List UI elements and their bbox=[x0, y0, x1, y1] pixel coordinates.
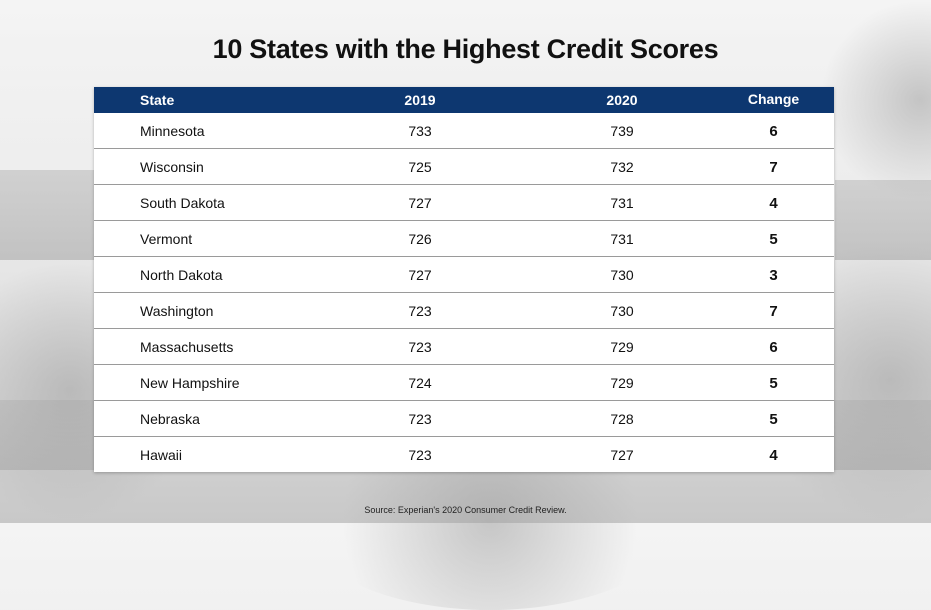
cell-2019: 723 bbox=[408, 302, 432, 319]
cell-2019: 733 bbox=[408, 122, 432, 139]
cell-change: 5 bbox=[769, 375, 778, 392]
cell-2019: 727 bbox=[408, 266, 432, 283]
cell-2019: 726 bbox=[408, 230, 432, 247]
cell-2019: 723 bbox=[408, 410, 432, 427]
table-row: North Dakota 727 730 3 bbox=[94, 256, 834, 292]
cell-2020: 730 bbox=[610, 302, 634, 319]
cell-state: Massachusetts bbox=[140, 338, 234, 355]
cell-2019: 727 bbox=[408, 194, 432, 211]
cell-2020: 730 bbox=[610, 266, 634, 283]
cell-state: New Hampshire bbox=[140, 374, 240, 391]
cell-change: 4 bbox=[769, 195, 778, 212]
cell-2020: 729 bbox=[610, 338, 634, 355]
header-2020: 2020 bbox=[606, 92, 638, 108]
source-note: Source: Experian's 2020 Consumer Credit … bbox=[364, 505, 567, 515]
cell-2019: 725 bbox=[408, 158, 432, 175]
cell-change: 6 bbox=[769, 339, 778, 356]
cell-2020: 731 bbox=[610, 194, 634, 211]
cell-2020: 728 bbox=[610, 410, 634, 427]
cell-change: 7 bbox=[769, 159, 778, 176]
cell-state: Minnesota bbox=[140, 122, 205, 139]
cell-change: 5 bbox=[769, 411, 778, 428]
cell-2020: 729 bbox=[610, 374, 634, 391]
table-row: Wisconsin 725 732 7 bbox=[94, 148, 834, 184]
cell-state: Wisconsin bbox=[140, 158, 204, 175]
table-row: Nebraska 723 728 5 bbox=[94, 400, 834, 436]
chart-title: 10 States with the Highest Credit Scores bbox=[212, 34, 719, 64]
table-row: Minnesota 733 739 6 bbox=[94, 113, 834, 148]
cell-change: 3 bbox=[769, 267, 778, 284]
cell-2020: 727 bbox=[610, 446, 634, 463]
table-row: Massachusetts 723 729 6 bbox=[94, 328, 834, 364]
table-row: South Dakota 727 731 4 bbox=[94, 184, 834, 220]
table-body: Minnesota 733 739 6 Wisconsin 725 732 7 South Da… bbox=[94, 113, 834, 472]
cell-change: 7 bbox=[769, 303, 778, 320]
cell-state: South Dakota bbox=[140, 194, 225, 211]
cell-state: Washington bbox=[140, 302, 214, 319]
cell-2019: 724 bbox=[408, 374, 432, 391]
cell-2019: 723 bbox=[408, 446, 432, 463]
cell-state: Nebraska bbox=[140, 410, 200, 427]
cell-2020: 739 bbox=[610, 122, 634, 139]
header-2019: 2019 bbox=[404, 92, 436, 108]
table-row: Vermont 726 731 5 bbox=[94, 220, 834, 256]
cell-change: 5 bbox=[769, 231, 778, 248]
cell-2020: 732 bbox=[610, 158, 634, 175]
cell-change: 6 bbox=[769, 123, 778, 140]
credit-score-table: State 2019 2020 Change Minnesota 733 739 6 W… bbox=[94, 87, 834, 472]
table-row: Hawaii 723 727 4 bbox=[94, 436, 834, 472]
table-row: New Hampshire 724 729 5 bbox=[94, 364, 834, 400]
cell-state: North Dakota bbox=[140, 266, 223, 283]
cell-2020: 731 bbox=[610, 230, 634, 247]
table-row: Washington 723 730 7 bbox=[94, 292, 834, 328]
header-change: Change bbox=[747, 90, 800, 107]
table-header: State 2019 2020 Change bbox=[94, 87, 834, 113]
cell-state: Hawaii bbox=[140, 446, 183, 463]
cell-2019: 723 bbox=[408, 338, 432, 355]
header-state: State bbox=[140, 92, 175, 108]
cell-change: 4 bbox=[769, 447, 778, 464]
cell-state: Vermont bbox=[140, 230, 193, 247]
